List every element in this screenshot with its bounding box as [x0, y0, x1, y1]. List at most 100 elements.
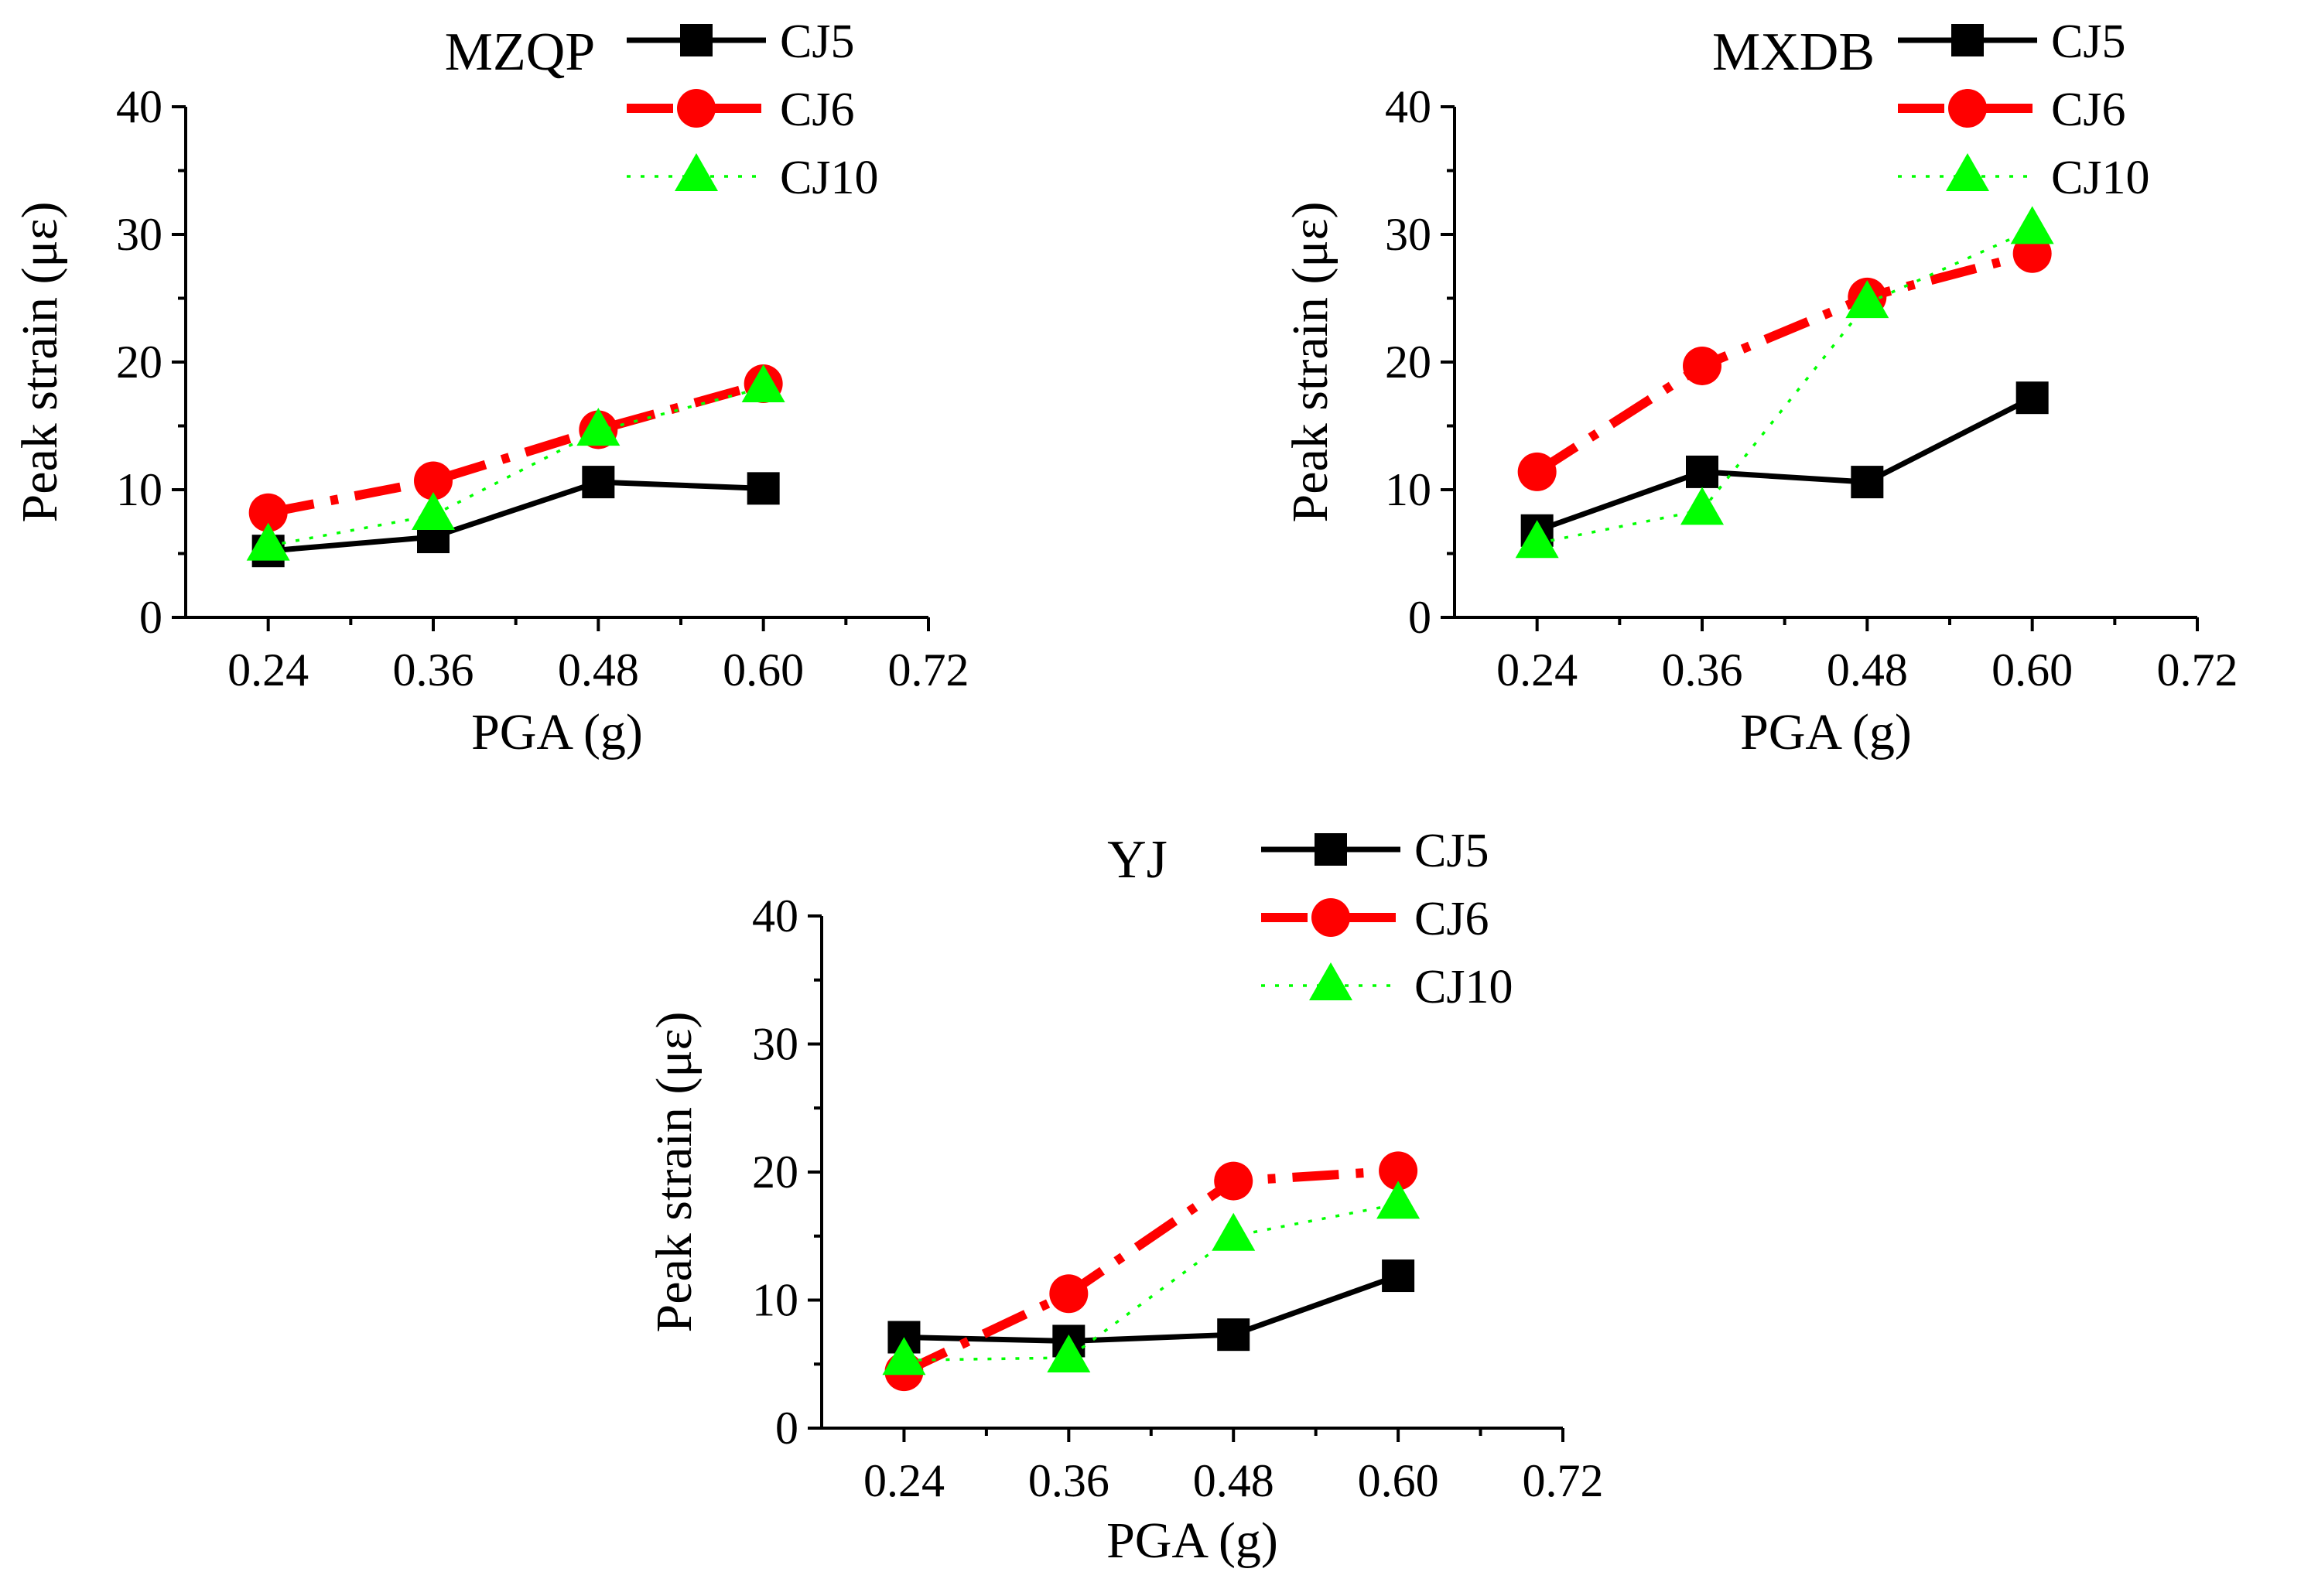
series-line-cj6	[901, 1166, 1399, 1376]
legend-entry-cj5: CJ5	[1898, 15, 2125, 68]
data-point-cj10	[576, 408, 621, 446]
legend-label: CJ10	[2051, 152, 2149, 204]
data-point-cj5	[747, 472, 780, 505]
legend-label: CJ6	[2051, 84, 2125, 136]
legend-entry-cj10: CJ10	[627, 152, 878, 204]
data-point-cj5	[1851, 466, 1884, 499]
y-tick-label: 20	[1385, 337, 1431, 388]
legend-label: CJ5	[780, 15, 854, 68]
chart-title: MZQP	[445, 22, 595, 82]
x-tick-label: 0.36	[1662, 644, 1743, 695]
y-tick-label: 30	[752, 1019, 798, 1070]
legend-entry-cj6: CJ6	[1898, 84, 2125, 136]
series-line-cj6	[267, 379, 765, 518]
data-point-cj6	[1683, 346, 1721, 385]
x-tick-label: 0.48	[1827, 644, 1908, 695]
y-tick-label: 0	[139, 592, 162, 643]
data-point-cj5	[2015, 381, 2049, 415]
series-cj10	[882, 1181, 1421, 1376]
series-line-cj10	[904, 1202, 1399, 1362]
legend-marker	[1309, 962, 1352, 1000]
y-axis-label: Peak strain (με)	[646, 1012, 703, 1333]
data-point-cj10	[412, 492, 455, 530]
x-tick-label: 0.24	[1496, 644, 1578, 695]
series-cj6	[1517, 234, 2052, 491]
y-axis-label: Peak strain (με)	[12, 202, 68, 523]
legend-label: CJ5	[2051, 15, 2125, 68]
data-point-cj5	[1382, 1259, 1415, 1293]
chart-panel-mxdb: MXDB 0 10 20 30 40 0.24 0.36 0.48 0.60 0.72 PGA (g)…	[1282, 15, 2238, 760]
series-cj6	[884, 1151, 1418, 1392]
series-line-cj5	[1536, 395, 2034, 534]
legend-entry-cj5: CJ5	[1261, 825, 1489, 877]
x-tick-label: 0.48	[558, 644, 639, 695]
data-point-cj10	[1376, 1181, 1421, 1219]
data-point-cj10	[1680, 487, 1724, 525]
y-tick-label: 30	[1385, 209, 1431, 260]
legend-marker	[680, 24, 713, 56]
data-point-cj5	[1686, 455, 1718, 488]
y-tick-label: 40	[752, 890, 798, 942]
x-tick-label: 0.36	[1028, 1455, 1109, 1506]
data-point-cj5	[1217, 1318, 1250, 1352]
series-line-cj6	[1534, 248, 2034, 476]
data-point-cj10	[246, 522, 290, 561]
series-line-cj10	[268, 386, 764, 548]
y-tick-label: 0	[775, 1403, 798, 1454]
data-point-cj5	[582, 466, 615, 499]
data-point-cj10	[1515, 520, 1559, 559]
legend-label: CJ6	[780, 84, 854, 136]
chart-title: YJ	[1107, 830, 1168, 890]
legend-label: CJ10	[780, 152, 878, 204]
legend-marker	[1946, 153, 1989, 191]
x-axis-label: PGA (g)	[471, 704, 643, 760]
data-point-cj10	[882, 1337, 926, 1376]
legend-marker	[1311, 898, 1350, 937]
x-axis-label: PGA (g)	[1740, 704, 1912, 760]
series-cj5	[251, 466, 780, 568]
data-point-cj6	[248, 493, 288, 532]
y-tick-label: 20	[116, 337, 162, 388]
y-tick-label: 20	[752, 1147, 798, 1198]
y-tick-label: 30	[116, 209, 162, 260]
legend-marker	[1951, 24, 1984, 56]
data-point-cj6	[1214, 1161, 1253, 1201]
legend-entry-cj5: CJ5	[627, 15, 854, 68]
data-point-cj6	[414, 461, 453, 501]
x-tick-label: 0.36	[393, 644, 474, 695]
x-tick-label: 0.72	[1523, 1455, 1604, 1506]
data-point-cj10	[1047, 1334, 1091, 1372]
x-tick-label: 0.24	[863, 1455, 945, 1506]
x-tick-label: 0.60	[723, 644, 804, 695]
legend-label: CJ10	[1414, 961, 1513, 1013]
data-point-cj10	[1845, 280, 1889, 319]
x-axis-label: PGA (g)	[1106, 1512, 1278, 1569]
series-cj10	[1515, 206, 2054, 559]
legend-marker	[677, 89, 716, 128]
legend-label: CJ5	[1414, 825, 1489, 877]
series-line-cj10	[1537, 227, 2033, 545]
series-line-cj5	[268, 479, 764, 554]
x-tick-label: 0.72	[888, 644, 969, 695]
y-tick-label: 40	[1385, 81, 1431, 132]
data-point-cj10	[2010, 206, 2054, 244]
data-point-cj6	[1049, 1274, 1089, 1314]
series-cj5	[1520, 381, 2049, 547]
y-tick-label: 0	[1408, 592, 1431, 643]
data-point-cj6	[1379, 1151, 1418, 1191]
x-tick-label: 0.48	[1193, 1455, 1274, 1506]
legend-marker	[1315, 833, 1347, 866]
legend-entry-cj6: CJ6	[1261, 893, 1489, 945]
x-tick-label: 0.72	[2157, 644, 2238, 695]
legend-entry-cj10: CJ10	[1261, 961, 1513, 1013]
x-tick-label: 0.24	[227, 644, 309, 695]
series-line-cj5	[904, 1273, 1400, 1344]
y-tick-label: 10	[1385, 464, 1431, 515]
legend-marker	[675, 153, 718, 191]
series-cj10	[246, 364, 785, 561]
chart-panel-yj: YJ 0 10 20 30 40 0.24 0.36 0.48 0.60 0.72 PGA (g) Pe…	[646, 825, 1603, 1569]
chart-panel-mzqp: MZQP 0 10 20 30 40 0.24 0.36 0.48 0.60 0.72 PGA (g)…	[12, 15, 969, 760]
x-tick-label: 0.60	[1358, 1455, 1439, 1506]
y-tick-label: 40	[116, 81, 162, 132]
